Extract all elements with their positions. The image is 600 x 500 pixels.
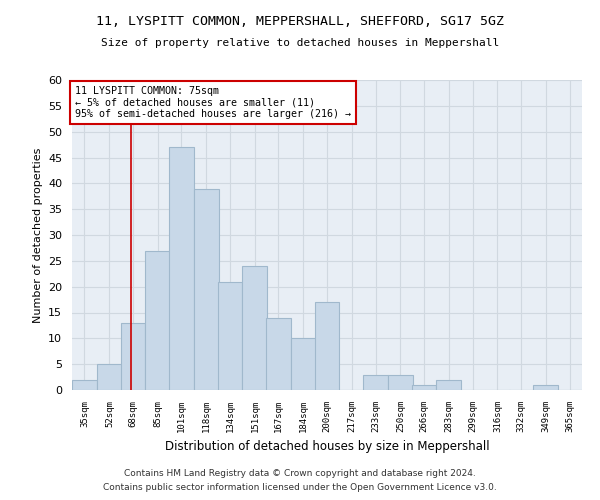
Text: Contains HM Land Registry data © Crown copyright and database right 2024.: Contains HM Land Registry data © Crown c…: [124, 468, 476, 477]
Bar: [388, 374, 413, 390]
Bar: [412, 385, 436, 390]
Bar: [145, 250, 170, 390]
Bar: [169, 147, 194, 390]
Bar: [436, 380, 461, 390]
Text: 11, LYSPITT COMMON, MEPPERSHALL, SHEFFORD, SG17 5GZ: 11, LYSPITT COMMON, MEPPERSHALL, SHEFFOR…: [96, 15, 504, 28]
Bar: [194, 188, 219, 390]
Y-axis label: Number of detached properties: Number of detached properties: [32, 148, 43, 322]
Bar: [218, 282, 242, 390]
Bar: [72, 380, 97, 390]
Text: Size of property relative to detached houses in Meppershall: Size of property relative to detached ho…: [101, 38, 499, 48]
X-axis label: Distribution of detached houses by size in Meppershall: Distribution of detached houses by size …: [164, 440, 490, 454]
Bar: [242, 266, 268, 390]
Text: 11 LYSPITT COMMON: 75sqm
← 5% of detached houses are smaller (11)
95% of semi-de: 11 LYSPITT COMMON: 75sqm ← 5% of detache…: [74, 86, 350, 120]
Bar: [363, 374, 388, 390]
Text: Contains public sector information licensed under the Open Government Licence v3: Contains public sector information licen…: [103, 484, 497, 492]
Bar: [97, 364, 122, 390]
Bar: [533, 385, 559, 390]
Bar: [121, 323, 145, 390]
Bar: [266, 318, 291, 390]
Bar: [291, 338, 316, 390]
Bar: [314, 302, 340, 390]
